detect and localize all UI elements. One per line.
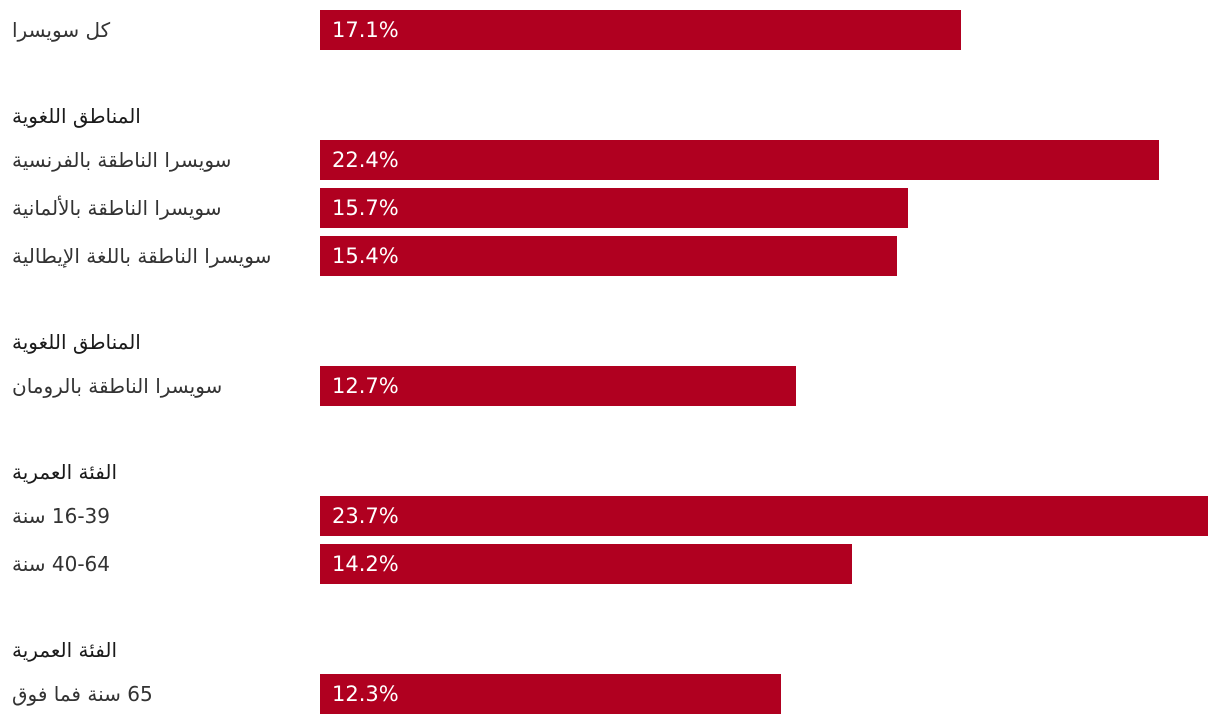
bar-value-label: 12.7% xyxy=(332,374,399,398)
category-label: سويسرا الناطقة باللغة الإيطالية xyxy=(12,244,272,268)
category-label: كل سويسرا xyxy=(12,18,111,42)
group-heading: الفئة العمرية xyxy=(12,460,118,484)
group-heading: المناطق اللغوية xyxy=(12,104,141,128)
category-label: سويسرا الناطقة بالألمانية xyxy=(12,196,222,220)
bar: 15.4% xyxy=(320,236,897,276)
category-label: سويسرا الناطقة بالفرنسية xyxy=(12,148,232,172)
bar-value-label: 15.7% xyxy=(332,196,399,220)
bar: 22.4% xyxy=(320,140,1159,180)
bar-value-label: 17.1% xyxy=(332,18,399,42)
bar: 14.2% xyxy=(320,544,852,584)
bar: 15.7% xyxy=(320,188,908,228)
category-label: 16-39 سنة xyxy=(12,504,110,528)
category-label: 65 سنة فما فوق xyxy=(12,682,153,706)
bar-value-label: 23.7% xyxy=(332,504,399,528)
bar: 12.3% xyxy=(320,674,781,714)
category-label: 40-64 سنة xyxy=(12,552,110,576)
category-label: سويسرا الناطقة بالرومان xyxy=(12,374,223,398)
group-heading: المناطق اللغوية xyxy=(12,330,141,354)
bar: 17.1% xyxy=(320,10,961,50)
bar-value-label: 12.3% xyxy=(332,682,399,706)
bar-value-label: 15.4% xyxy=(332,244,399,268)
bar-value-label: 14.2% xyxy=(332,552,399,576)
group-heading: الفئة العمرية xyxy=(12,638,118,662)
bar: 12.7% xyxy=(320,366,796,406)
bar: 23.7% xyxy=(320,496,1208,536)
bar-value-label: 22.4% xyxy=(332,148,399,172)
